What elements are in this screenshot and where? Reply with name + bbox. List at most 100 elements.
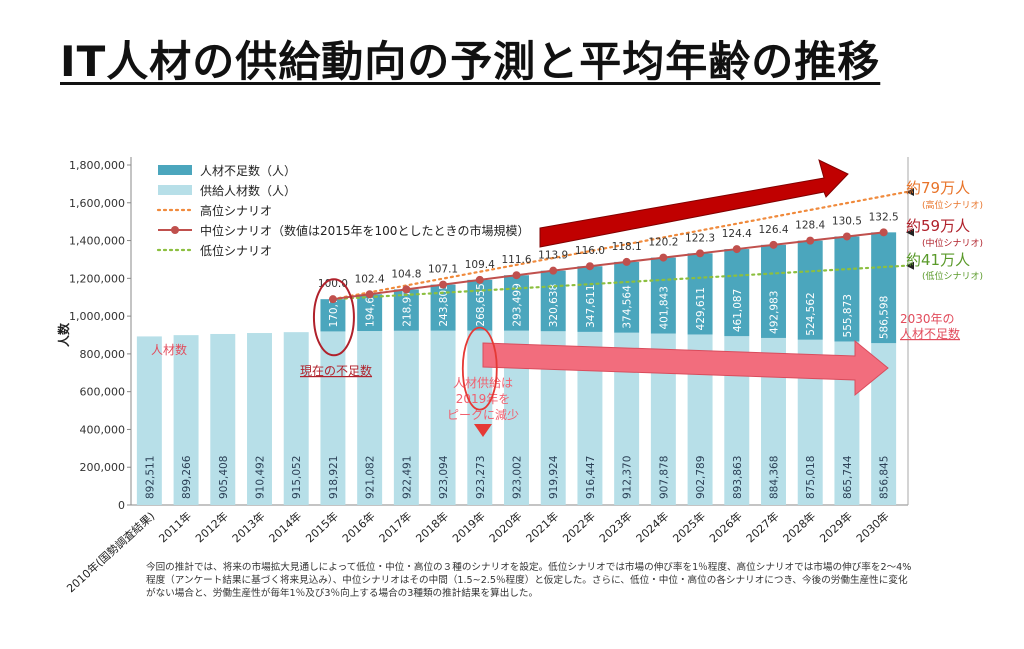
y-axis-label: 人数 (56, 322, 71, 347)
data-label-shortage: 243,805 (438, 283, 450, 326)
mid-scenario-marker (659, 253, 668, 262)
mid-scenario-index-label: 128.4 (795, 220, 825, 232)
bar-supply (210, 333, 236, 505)
current-shortage-label: 現在の不足数 (300, 363, 372, 378)
legend-marker-mid (171, 226, 179, 234)
bar-shortage (540, 270, 566, 332)
x-tick-label: 2021年 (523, 509, 561, 546)
data-label-supply: 899,266 (181, 455, 193, 499)
x-tick-label: 2010年(国勢調査結果) (64, 509, 158, 595)
bar-shortage (320, 299, 346, 332)
data-label-shortage: 268,655 (475, 283, 487, 326)
x-tick-label: 2020年 (486, 509, 524, 546)
chart-footnote: 今回の推計では、将来の市場拡大見通しによって低位・中位・高位の３種のシナリオを設… (146, 562, 912, 599)
market-growth-arrow (539, 159, 849, 248)
mid-estimate-sub: (中位シナリオ) (922, 237, 983, 249)
peak-highlight (461, 326, 498, 411)
bar-supply (430, 330, 456, 505)
low-estimate-sub: (低位シナリオ) (922, 270, 983, 282)
y-tick-label: 1,000,000 (69, 310, 125, 323)
x-tick-label: 2027年 (743, 509, 781, 546)
legend-label-shortage: 人材不足数（人） (200, 163, 296, 178)
data-label-supply: 902,789 (695, 456, 707, 499)
data-label-shortage: 492,983 (769, 291, 781, 334)
data-label-supply: 918,921 (328, 456, 340, 499)
x-tick-label: 2023年 (596, 509, 634, 546)
bar-shortage (504, 275, 529, 331)
data-label-supply: 923,094 (438, 455, 450, 499)
page-title: IT人材の供給動向の予測と平均年齢の推移 (60, 37, 881, 86)
shortage-2030-line-1: 2030年の (900, 312, 955, 326)
x-tick-label: 2019年 (449, 509, 487, 546)
x-tick-label: 2011年 (156, 509, 194, 546)
bar-shortage (357, 294, 383, 332)
bar-supply (247, 333, 272, 505)
data-label-shortage: 170,700 (328, 284, 340, 327)
bar-supply (393, 330, 419, 505)
x-tick-label: 2030年 (853, 509, 891, 546)
mid-scenario-line (332, 231, 884, 301)
y-tick-label: 600,000 (80, 386, 126, 399)
data-label-shortage: 429,611 (695, 287, 707, 330)
mid-scenario-marker (585, 262, 594, 271)
data-label-supply: 884,368 (769, 456, 781, 499)
data-label-supply: 905,408 (218, 456, 230, 499)
mid-scenario-marker (512, 271, 521, 280)
legend-swatch-supply (158, 185, 192, 195)
x-tick-label: 2014年 (266, 509, 304, 546)
legend-label-low: 低位シナリオ (200, 243, 272, 258)
data-label-shortage: 374,564 (622, 285, 634, 329)
data-label-supply: 856,845 (879, 456, 891, 499)
bar-shortage (871, 232, 897, 344)
mid-scenario-index-label: 104.8 (391, 268, 421, 280)
y-tick-label: 1,600,000 (69, 197, 125, 210)
data-label-supply: 919,924 (548, 455, 560, 499)
peak-marker-icon (474, 424, 492, 437)
data-label-supply: 916,447 (585, 456, 597, 499)
mid-scenario-marker (806, 236, 815, 245)
mid-scenario-marker (365, 290, 374, 299)
mid-scenario-index-label: 124.4 (722, 228, 752, 240)
data-label-supply: 921,082 (365, 456, 377, 499)
mid-estimate-label: 約59万人 (906, 217, 970, 235)
mid-scenario-index-label: 130.5 (832, 215, 862, 227)
bar-shortage (797, 240, 823, 340)
bar-shortage (614, 261, 640, 333)
bar-supply (136, 336, 162, 505)
mid-scenario-index-label: 118.1 (612, 241, 642, 253)
peak-note-line-2: 2019年を (456, 392, 511, 406)
data-label-supply: 875,018 (805, 456, 817, 499)
data-label-shortage: 347,611 (585, 284, 597, 327)
mid-scenario-index-label: 109.4 (465, 259, 495, 271)
mid-scenario-marker (475, 275, 484, 284)
data-label-supply: 912,370 (622, 456, 634, 499)
bar-supply (320, 331, 346, 505)
data-label-supply: 915,052 (291, 456, 303, 499)
bar-shortage (761, 244, 786, 338)
bar-shortage (393, 289, 419, 331)
x-tick-label: 2026年 (706, 509, 744, 546)
low-estimate-label: 約41万人 (906, 251, 970, 269)
x-tick-label: 2029年 (817, 509, 855, 546)
legend-label-mid: 中位シナリオ（数値は2015年を100としたときの市場規模） (200, 223, 529, 238)
x-tick-label: 2025年 (670, 509, 708, 546)
data-label-supply: 892,511 (144, 456, 156, 499)
peak-note-line-1: 人材供給は (453, 376, 513, 390)
high-end-pointer-icon (906, 188, 914, 197)
data-label-shortage: 293,499 (512, 283, 524, 326)
x-tick-label: 2018年 (413, 509, 451, 546)
high-scenario-line (331, 190, 908, 301)
data-label-shortage: 524,562 (805, 292, 817, 335)
mid-scenario-index-label: 132.5 (869, 211, 899, 223)
legend-label-high: 高位シナリオ (200, 203, 272, 218)
y-tick-label: 400,000 (80, 423, 126, 436)
mid-scenario-index-label: 107.1 (428, 264, 458, 276)
mid-scenario-index-label: 120.2 (648, 237, 678, 249)
y-tick-label: 1,200,000 (69, 272, 125, 285)
mid-scenario-index-label: 126.4 (758, 224, 788, 236)
bar-shortage (577, 266, 603, 332)
legend-label-supply: 供給人材数（人） (200, 183, 296, 198)
shortage-2030-line-2: 人材不足数 (900, 326, 960, 341)
data-label-supply: 893,863 (732, 456, 744, 499)
data-label-supply: 923,273 (475, 456, 487, 499)
